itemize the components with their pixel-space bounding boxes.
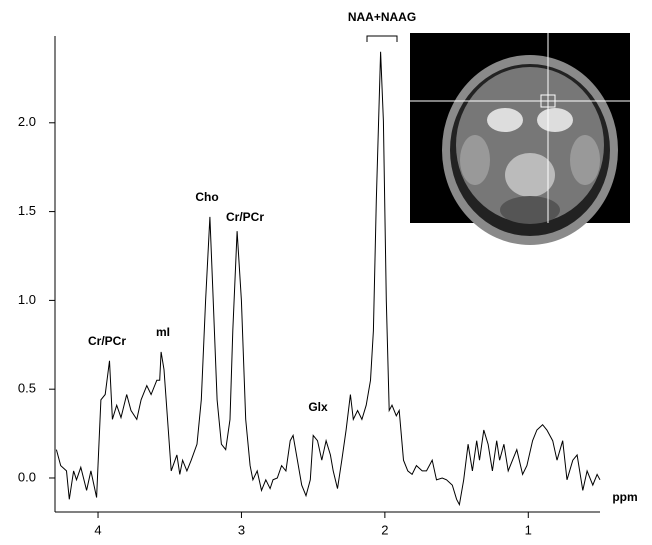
mri-inset	[410, 33, 630, 245]
peak-annotation: Cr/PCr	[226, 210, 264, 224]
spectrum-line	[55, 51, 601, 507]
x-tick-label: 3	[238, 522, 245, 537]
peak-annotation: mI	[156, 325, 170, 339]
peak-annotation: Cho	[195, 190, 218, 204]
x-tick-label: 2	[381, 522, 388, 537]
y-tick-label: 0.5	[18, 381, 36, 396]
y-tick-label: 2.0	[18, 114, 36, 129]
y-tick-label: 1.0	[18, 292, 36, 307]
naa-bracket	[366, 35, 398, 42]
x-tick-label: 4	[94, 522, 101, 537]
peak-annotation: Glx	[308, 400, 328, 414]
x-tick-label: 1	[525, 522, 532, 537]
peak-annotation: Cr/PCr	[88, 334, 126, 348]
y-tick-label: 1.5	[18, 203, 36, 218]
x-axis-label: ppm	[612, 490, 637, 504]
y-tick-label: 0.0	[18, 469, 36, 484]
peak-annotation: NAA+NAAG	[348, 10, 416, 24]
